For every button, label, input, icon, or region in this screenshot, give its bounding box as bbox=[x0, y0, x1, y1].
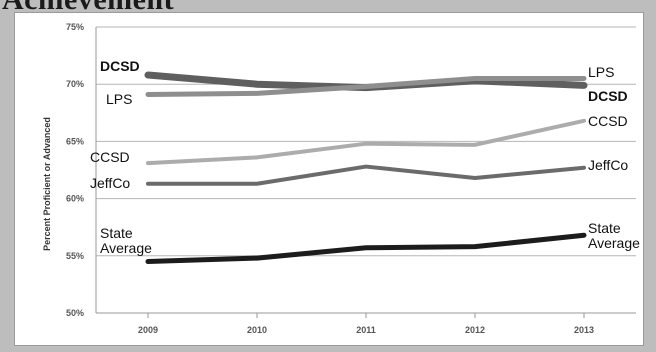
data-point bbox=[365, 142, 367, 145]
data-point bbox=[583, 166, 585, 169]
data-point bbox=[256, 83, 258, 85]
series-label-left: JeffCo bbox=[90, 175, 130, 191]
y-axis-label: Percent Proficient or Advanced bbox=[42, 117, 52, 251]
x-tick-label: 2011 bbox=[356, 325, 376, 335]
series-label-right: LPS bbox=[588, 64, 614, 80]
data-point bbox=[583, 84, 585, 87]
data-point bbox=[256, 156, 258, 159]
chart-panel bbox=[14, 12, 644, 346]
series-label-right: DCSD bbox=[588, 88, 628, 104]
axes: 50% 55% 60% 65% 70% 75% 2009 2010 2011 2012 2013 bbox=[66, 22, 636, 335]
y-tick-label: 55% bbox=[66, 251, 84, 261]
data-point bbox=[147, 74, 149, 76]
gridlines bbox=[96, 26, 636, 257]
x-tick-label: 2013 bbox=[574, 325, 594, 335]
data-point bbox=[147, 93, 149, 96]
data-point bbox=[147, 162, 149, 164]
series-label-right: JeffCo bbox=[588, 157, 628, 173]
y-tick-label: 50% bbox=[66, 308, 84, 318]
series-label-left: State Average bbox=[100, 225, 152, 256]
y-tick-label: 70% bbox=[66, 79, 84, 89]
data-point bbox=[474, 177, 476, 179]
series-labels: DCSD DCSD LPS LPS CCSD CCSD JeffCo JeffCo State A… bbox=[90, 58, 640, 256]
x-tick-label: 2010 bbox=[247, 325, 267, 335]
data-point bbox=[256, 182, 258, 185]
y-tick-label: 60% bbox=[66, 194, 84, 204]
x-tick-label: 2012 bbox=[465, 325, 485, 335]
data-point bbox=[583, 234, 585, 237]
data-point bbox=[256, 257, 258, 259]
series-label-left: DCSD bbox=[100, 58, 140, 74]
data-point bbox=[583, 77, 585, 80]
series-label-right: State Average bbox=[588, 220, 640, 251]
y-tick-label: 75% bbox=[66, 22, 84, 32]
y-tick-label: 65% bbox=[66, 136, 84, 146]
data-point bbox=[474, 77, 476, 80]
series-label-right: CCSD bbox=[588, 113, 628, 129]
data-point bbox=[474, 144, 476, 146]
x-tick-label: 2009 bbox=[138, 325, 158, 335]
data-point bbox=[365, 85, 367, 88]
data-point bbox=[365, 246, 367, 249]
data-point bbox=[147, 182, 149, 185]
series-lines bbox=[144, 71, 588, 265]
data-point bbox=[365, 165, 367, 168]
data-point bbox=[583, 120, 585, 122]
data-point bbox=[474, 245, 476, 248]
data-point bbox=[256, 92, 258, 95]
series-line bbox=[146, 118, 586, 166]
series-label-left: CCSD bbox=[90, 149, 130, 165]
data-point bbox=[147, 260, 149, 263]
series-line bbox=[146, 164, 586, 186]
series-label-left: LPS bbox=[106, 91, 132, 107]
